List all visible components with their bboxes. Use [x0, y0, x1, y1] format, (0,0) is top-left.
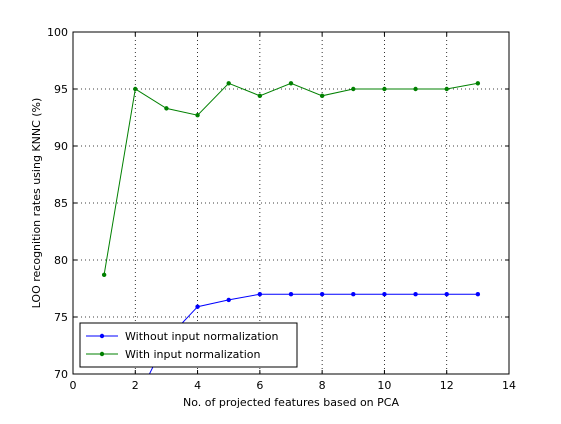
data-point-0-4: [226, 297, 231, 303]
data-point-1-11: [444, 86, 449, 92]
data-point-0-9: [382, 292, 387, 297]
data-point-1-3: [195, 113, 200, 118]
legend-label-1: With input normalization: [125, 348, 260, 361]
legend-label-0: Without input normalization: [125, 330, 278, 343]
legend-marker-1: [99, 351, 105, 357]
legend-box: [79, 322, 298, 368]
x-tick-label: 6: [256, 379, 263, 392]
data-point-1-4: [226, 81, 231, 86]
x-tick-label: 8: [319, 379, 326, 392]
data-point-0-1: [133, 400, 137, 404]
x-axis-label: No. of projected features based on PCA: [183, 396, 399, 409]
data-point-0-10: [413, 292, 418, 297]
y-tick-label: 85: [54, 197, 68, 210]
data-point-1-9: [382, 86, 387, 92]
y-tick-label: 95: [54, 83, 68, 96]
data-point-1-12: [475, 81, 481, 86]
x-tick-label: 12: [440, 379, 454, 392]
x-tick-label: 0: [70, 379, 77, 392]
x-tick-label: 2: [132, 379, 139, 392]
data-point-1-7: [319, 93, 325, 99]
data-point-0-11: [444, 292, 449, 297]
data-point-1-10: [413, 86, 418, 92]
data-point-1-0: [101, 272, 107, 278]
legend-marker-0: [99, 333, 105, 339]
x-tick-label: 14: [502, 379, 516, 392]
data-point-0-8: [351, 292, 356, 297]
y-axis-label: LOO recognition rates using KNNC (%): [30, 98, 43, 309]
data-point-0-6: [288, 292, 294, 297]
x-tick-label: 4: [194, 379, 201, 392]
y-tick-label: 80: [54, 254, 68, 267]
data-point-0-7: [319, 292, 325, 297]
data-point-0-5: [257, 292, 263, 297]
x-tick-label: 10: [377, 379, 391, 392]
data-point-1-2: [164, 106, 169, 111]
data-point-1-1: [133, 86, 138, 92]
y-tick-label: 90: [54, 140, 68, 153]
legend: Without input normalization With input no…: [79, 322, 298, 368]
axis-ticks: 0 2 4 6 8 10 12 14 70 75 80 85 90 95 100: [47, 26, 516, 392]
y-tick-label: 100: [47, 26, 68, 39]
data-point-1-8: [351, 86, 356, 92]
data-point-1-6: [288, 81, 294, 86]
data-point-1-5: [257, 93, 263, 99]
y-tick-label: 70: [54, 368, 68, 381]
data-point-0-3: [195, 304, 200, 309]
y-tick-label: 75: [54, 311, 68, 324]
data-point-0-12: [475, 292, 481, 297]
